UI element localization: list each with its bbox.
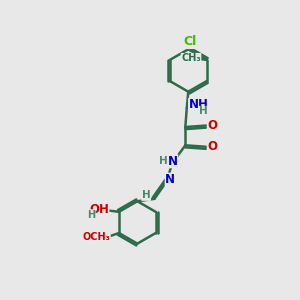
Text: H: H xyxy=(87,210,95,220)
Text: N: N xyxy=(165,173,175,186)
Text: H: H xyxy=(160,156,168,166)
Text: H: H xyxy=(199,106,207,116)
Text: O: O xyxy=(207,140,218,153)
Text: NH: NH xyxy=(189,98,208,111)
Text: N: N xyxy=(168,155,178,168)
Text: CH₃: CH₃ xyxy=(181,53,201,63)
Text: Cl: Cl xyxy=(183,35,196,48)
Text: OH: OH xyxy=(89,203,109,216)
Text: O: O xyxy=(207,119,218,132)
Text: H: H xyxy=(142,190,151,200)
Text: OCH₃: OCH₃ xyxy=(82,232,110,242)
